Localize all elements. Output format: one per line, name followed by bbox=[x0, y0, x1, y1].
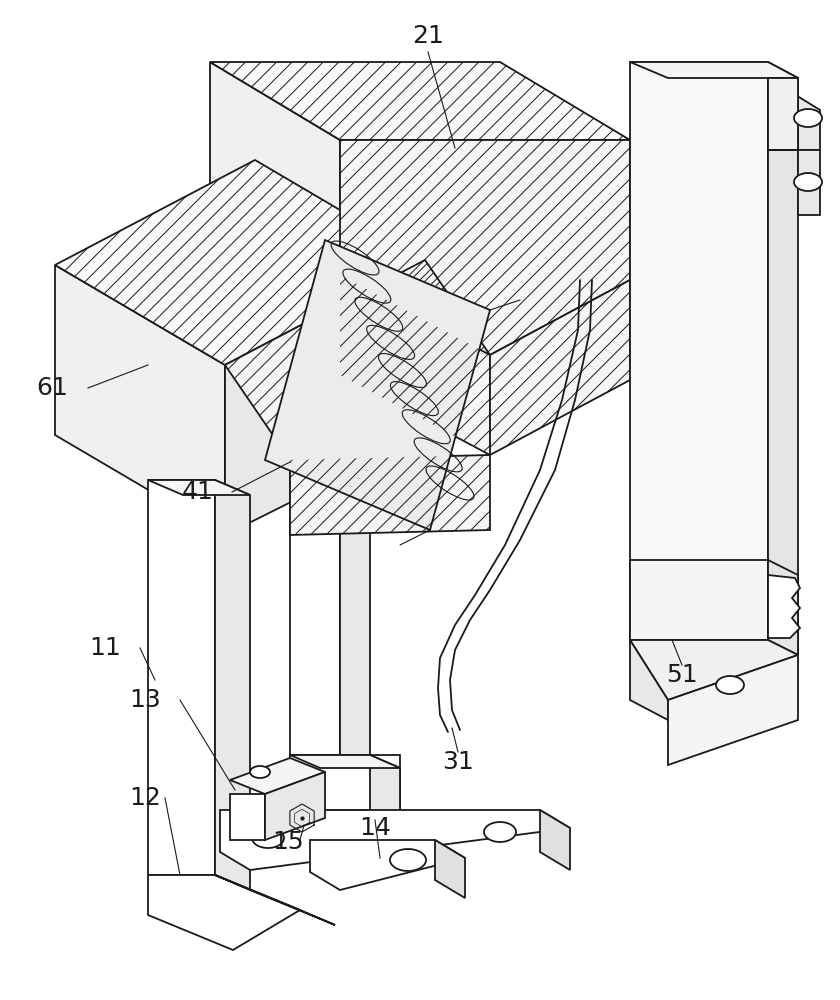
Ellipse shape bbox=[390, 849, 426, 871]
Text: 13: 13 bbox=[129, 688, 161, 712]
Polygon shape bbox=[148, 480, 250, 495]
Polygon shape bbox=[225, 260, 490, 460]
Polygon shape bbox=[210, 62, 630, 140]
Polygon shape bbox=[340, 140, 630, 355]
Polygon shape bbox=[290, 455, 370, 465]
Polygon shape bbox=[668, 655, 798, 765]
Polygon shape bbox=[768, 78, 820, 150]
Polygon shape bbox=[630, 640, 668, 720]
Polygon shape bbox=[490, 280, 630, 455]
Ellipse shape bbox=[484, 822, 516, 842]
Text: 12: 12 bbox=[129, 786, 161, 810]
Text: 41: 41 bbox=[182, 480, 214, 504]
Text: 31: 31 bbox=[442, 750, 474, 774]
Polygon shape bbox=[310, 840, 465, 890]
Text: 14: 14 bbox=[359, 816, 391, 840]
Polygon shape bbox=[630, 560, 768, 640]
Polygon shape bbox=[768, 560, 798, 655]
Polygon shape bbox=[210, 62, 340, 275]
Polygon shape bbox=[768, 78, 798, 150]
Polygon shape bbox=[768, 575, 800, 638]
Polygon shape bbox=[55, 265, 225, 535]
Polygon shape bbox=[370, 755, 400, 820]
Polygon shape bbox=[768, 150, 820, 215]
Text: 61: 61 bbox=[36, 376, 68, 400]
Polygon shape bbox=[215, 480, 250, 890]
Polygon shape bbox=[290, 755, 400, 810]
Polygon shape bbox=[230, 794, 265, 840]
Ellipse shape bbox=[250, 766, 270, 778]
Polygon shape bbox=[340, 455, 370, 768]
Text: 11: 11 bbox=[89, 636, 121, 660]
Polygon shape bbox=[630, 62, 798, 78]
Polygon shape bbox=[630, 640, 798, 700]
Polygon shape bbox=[290, 455, 340, 755]
Polygon shape bbox=[630, 62, 768, 640]
Text: 51: 51 bbox=[666, 663, 698, 687]
Polygon shape bbox=[340, 140, 630, 275]
Ellipse shape bbox=[794, 173, 822, 191]
Polygon shape bbox=[768, 62, 798, 655]
Ellipse shape bbox=[794, 109, 822, 127]
Polygon shape bbox=[340, 275, 490, 455]
Polygon shape bbox=[148, 480, 215, 875]
Polygon shape bbox=[265, 772, 325, 840]
Polygon shape bbox=[435, 840, 465, 898]
Polygon shape bbox=[290, 455, 490, 535]
Polygon shape bbox=[230, 758, 325, 794]
Text: 21: 21 bbox=[412, 24, 444, 48]
Polygon shape bbox=[265, 240, 490, 530]
Polygon shape bbox=[220, 810, 570, 870]
Polygon shape bbox=[55, 160, 425, 365]
Ellipse shape bbox=[252, 828, 284, 848]
Polygon shape bbox=[225, 260, 425, 535]
Polygon shape bbox=[290, 755, 400, 768]
Ellipse shape bbox=[716, 676, 744, 694]
Polygon shape bbox=[148, 875, 300, 950]
Polygon shape bbox=[215, 875, 335, 925]
Text: 15: 15 bbox=[272, 830, 304, 854]
Polygon shape bbox=[540, 810, 570, 870]
